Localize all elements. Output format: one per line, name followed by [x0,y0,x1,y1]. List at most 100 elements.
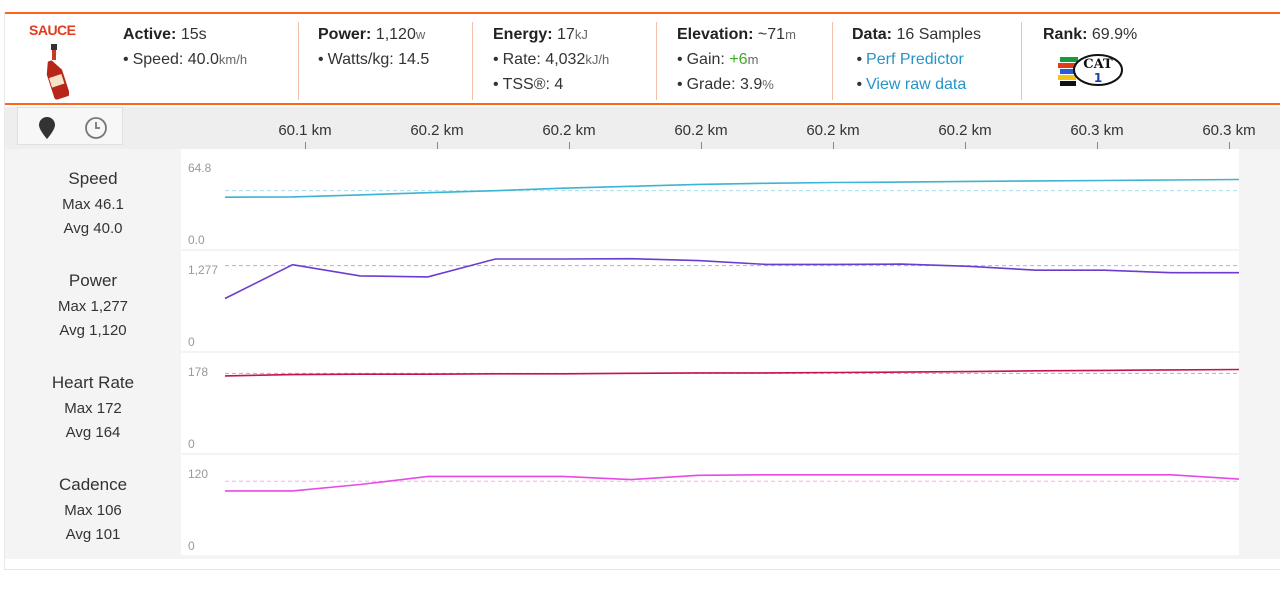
distance-tick-label: 60.1 km [278,122,332,139]
perf-predictor-link[interactable]: Perf Predictor [866,51,964,68]
distance-tick-mark [437,142,438,149]
power-avg-label: Avg 1,120 [59,322,127,339]
cadence-label-block: Cadence Max 106 Avg 101 [5,475,181,543]
heart-rate-y-min-label: 0 [188,437,195,451]
power-value: 1,120 [375,26,416,43]
distance-axis-bar: 60.1 km 60.2 km 60.2 km 60.2 km 60.2 km 60.2 … [5,107,1280,149]
power-y-max-label: 1,277 [188,263,219,277]
graph-area: Speed Max 46.1 Avg 40.0 64.8 0.0 Power Max 1,2… [5,149,1280,559]
rate-unit: kJ/h [585,52,610,67]
heart-rate-max-label: Max 172 [64,400,122,417]
sauce-logo[interactable]: SAUCE [29,22,85,102]
divider [832,22,833,100]
speed-max-label: Max 46.1 [62,196,124,213]
cadence-name: Cadence [58,475,128,494]
divider [656,22,657,100]
power-y-min-label: 0 [188,335,195,349]
distance-tick-mark [701,142,702,149]
energy-label: Energy: [493,26,553,43]
power-unit: w [415,27,426,42]
speed-name: Speed [68,169,118,188]
heart-rate-avg-label: Avg 164 [65,424,121,441]
time-button[interactable] [74,112,118,144]
cadence-plot-background [181,455,1239,555]
data-stat: Data: 16 Samples • Perf Predictor • View r… [852,26,981,93]
energy-value: 17 [557,26,575,43]
power-name: Power [68,271,118,290]
power-plot-background [181,251,1239,351]
heart-rate-plot-background [181,353,1239,453]
heart-rate-chart[interactable] [181,353,1239,453]
cadence-y-min-label: 0 [188,539,195,553]
cat-badge-num: 1 [1094,71,1102,85]
elevation-value: ~71 [757,26,786,43]
power-label-block: Power Max 1,277 Avg 1,120 [5,271,181,339]
rate-value: 4,032 [545,51,586,68]
tss-label: TSS®: [502,76,550,93]
distance-tick-mark [833,142,834,149]
rank-label: Rank: [1043,26,1088,43]
speed-series-line [224,178,1239,198]
gain-value: +6 [729,51,748,68]
power-max-label: Max 1,277 [57,298,129,315]
distance-tick-label: 60.2 km [674,122,728,139]
data-value: 16 Samples [896,26,981,43]
speed-plot-background [181,149,1239,249]
speed-avg-label: Avg 40.0 [63,220,123,237]
elevation-stat: Elevation: ~71m • Gain: +6m • Grade: 3.9% [677,26,796,93]
speed-y-max-label: 64.8 [188,161,212,175]
heart-rate-y-max-label: 178 [188,365,209,379]
map-pin-icon [39,117,55,139]
elevation-unit: m [785,27,796,42]
distance-tick-label: 60.2 km [542,122,596,139]
divider [298,22,299,100]
cadence-max-label: Max 106 [64,502,122,519]
map-pin-button[interactable] [25,112,69,144]
distance-tick-label: 60.3 km [1070,122,1124,139]
elevation-label: Elevation: [677,26,754,43]
power-label: Power: [318,26,372,43]
wkg-value: 14.5 [398,51,430,68]
distance-tick-mark [1097,142,1098,149]
distance-tick-mark [965,142,966,149]
heart-rate-series-line [224,368,1239,377]
cadence-chart[interactable] [181,455,1239,555]
logo-text: SAUCE [29,22,76,38]
speed-value: 40.0 [187,51,219,68]
grade-value: 3.9 [739,76,763,93]
distance-tick-mark [1229,142,1230,149]
power-chart[interactable] [181,251,1239,351]
distance-tick-mark [305,142,306,149]
gain-unit: m [747,52,759,67]
cadence-series-line [225,473,1239,492]
energy-stat: Energy: 17kJ • Rate: 4,032kJ/h • TSS®: 4 [493,26,610,93]
cadence-avg-label: Avg 101 [65,526,121,543]
sauce-panel: SAUCE Active: 15s • Speed: 40.0km/h Power… [4,12,1280,570]
distance-tick-label: 60.2 km [410,122,464,139]
wkg-label: Watts/kg: [327,51,394,68]
gain-label: Gain: [686,51,725,68]
speed-chart[interactable] [181,149,1239,249]
speed-y-min-label: 0.0 [188,233,205,247]
heart-rate-label-block: Heart Rate Max 172 Avg 164 [5,373,181,441]
rank-value: 69.9% [1091,26,1138,43]
cat-badge-top: CAT [1083,57,1113,72]
grade-label: Grade: [686,76,736,93]
energy-unit: kJ [574,27,588,42]
rank-stat: Rank: 69.9% [1043,22,1137,47]
tss-value: 4 [554,76,564,93]
cadence-y-max-label: 120 [188,467,209,481]
divider [1021,22,1022,100]
speed-label: Speed: [132,51,184,68]
clock-icon [85,117,107,139]
distance-tick-label: 60.2 km [938,122,992,139]
power-series-line [224,257,1239,300]
active-label: Active: [123,26,177,43]
grade-unit: % [762,77,774,92]
speed-unit: km/h [218,52,248,67]
view-raw-data-link[interactable]: View raw data [866,76,967,93]
active-stat: Active: 15s • Speed: 40.0km/h [123,26,248,68]
cat-1-badge-icon[interactable]: CAT 1 [1058,53,1124,91]
speed-label-block: Speed Max 46.1 Avg 40.0 [5,169,181,237]
divider [472,22,473,100]
